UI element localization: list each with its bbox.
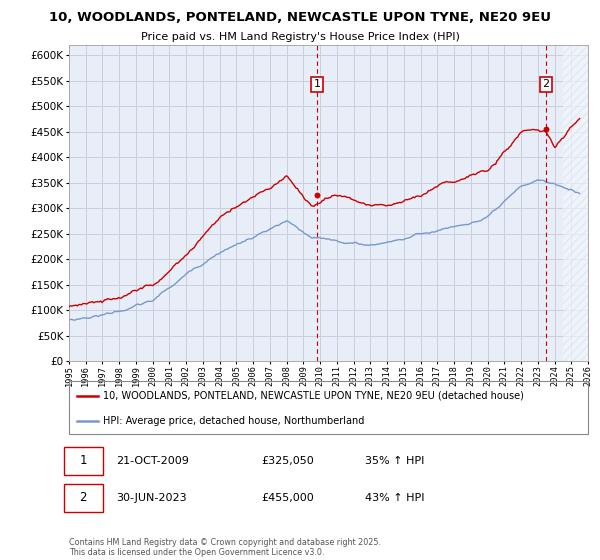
- Text: 2: 2: [80, 491, 87, 504]
- Text: Contains HM Land Registry data © Crown copyright and database right 2025.
This d: Contains HM Land Registry data © Crown c…: [69, 538, 381, 557]
- Text: 21-OCT-2009: 21-OCT-2009: [116, 456, 188, 465]
- FancyBboxPatch shape: [64, 484, 103, 512]
- FancyBboxPatch shape: [64, 447, 103, 475]
- Text: 10, WOODLANDS, PONTELAND, NEWCASTLE UPON TYNE, NE20 9EU: 10, WOODLANDS, PONTELAND, NEWCASTLE UPON…: [49, 11, 551, 24]
- Point: [312, 191, 322, 200]
- Text: Price paid vs. HM Land Registry's House Price Index (HPI): Price paid vs. HM Land Registry's House …: [140, 32, 460, 43]
- Bar: [563, 45, 588, 361]
- Text: £325,050: £325,050: [261, 456, 314, 465]
- Bar: [563, 45, 588, 361]
- Text: 35% ↑ HPI: 35% ↑ HPI: [365, 456, 424, 465]
- Text: 2: 2: [542, 80, 550, 90]
- Text: 1: 1: [80, 454, 87, 467]
- Text: 43% ↑ HPI: 43% ↑ HPI: [365, 493, 424, 503]
- Text: 30-JUN-2023: 30-JUN-2023: [116, 493, 187, 503]
- Text: £455,000: £455,000: [261, 493, 314, 503]
- Text: 1: 1: [313, 80, 320, 90]
- Point: [541, 124, 551, 133]
- Text: 10, WOODLANDS, PONTELAND, NEWCASTLE UPON TYNE, NE20 9EU (detached house): 10, WOODLANDS, PONTELAND, NEWCASTLE UPON…: [103, 391, 524, 401]
- Text: HPI: Average price, detached house, Northumberland: HPI: Average price, detached house, Nort…: [103, 416, 364, 426]
